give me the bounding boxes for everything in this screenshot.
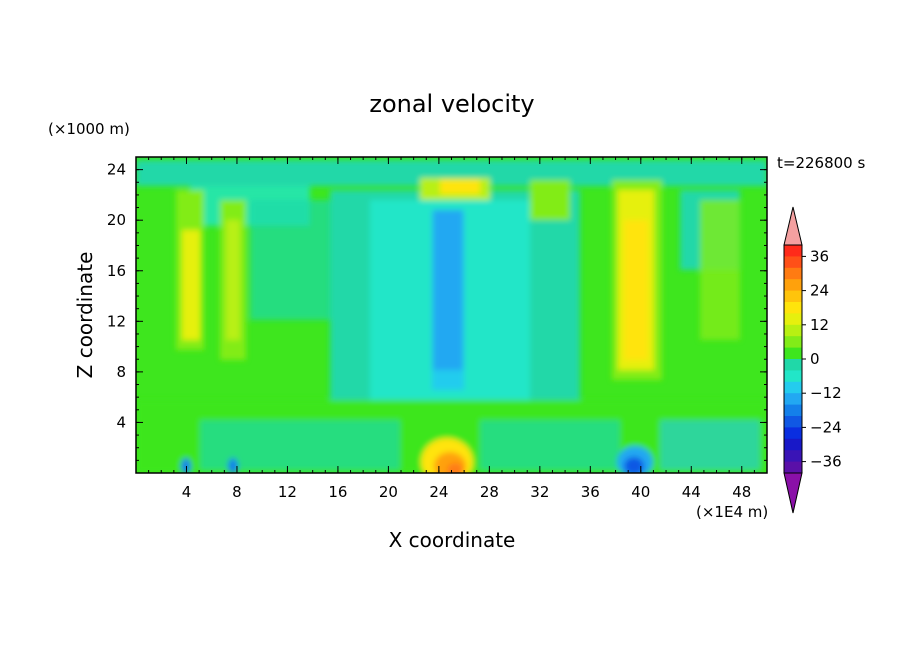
colorbar-segment	[784, 427, 802, 440]
x-tick-label: 12	[278, 483, 297, 501]
chart-title: zonal velocity	[369, 90, 534, 118]
y-tick-label: 8	[116, 363, 126, 381]
heatmap-field	[136, 157, 767, 473]
colorbar-segment	[784, 404, 802, 417]
y-unit-label: (×1000 m)	[48, 120, 130, 138]
colorbar-segment	[784, 324, 802, 337]
colorbar-segment	[784, 359, 802, 371]
colorbar-tick-label: 36	[810, 247, 829, 265]
x-tick-label: 8	[232, 483, 242, 501]
y-axis-label: Z coordinate	[73, 252, 97, 379]
x-unit-label: (×1E4 m)	[696, 503, 768, 521]
colorbar-segment	[784, 290, 802, 303]
x-tick-label: 36	[581, 483, 600, 501]
colorbar-segment	[784, 267, 802, 280]
colorbar-segment	[784, 313, 802, 326]
y-tick-label: 12	[107, 312, 126, 330]
colorbar-tick-label: 0	[810, 350, 820, 368]
x-tick-label: 24	[429, 483, 448, 501]
x-tick-label: 48	[732, 483, 751, 501]
colorbar-over-arrow	[783, 206, 803, 246]
colorbar-segment	[784, 393, 802, 406]
colorbar-segment	[784, 370, 802, 383]
colorbar-tick-label: −12	[810, 384, 842, 402]
colorbar-segment	[784, 347, 802, 360]
x-tick-label: 16	[328, 483, 347, 501]
colorbar-tick-label: 24	[810, 282, 829, 300]
colorbar-segment	[784, 256, 802, 269]
y-tick-label: 16	[107, 262, 126, 280]
colorbar-segment	[784, 302, 802, 314]
colorbar-segment	[784, 450, 802, 463]
y-tick-label: 24	[107, 161, 126, 179]
colorbar-segment	[784, 279, 802, 292]
colorbar-segment	[784, 461, 802, 474]
x-tick-label: 32	[530, 483, 549, 501]
colorbar-tick-label: −24	[810, 418, 842, 436]
x-tick-label: 44	[682, 483, 701, 501]
colorbar-tick-label: −36	[810, 453, 842, 471]
x-tick-label: 40	[631, 483, 650, 501]
colorbar-segment	[784, 438, 802, 451]
x-tick-label: 20	[379, 483, 398, 501]
colorbar-segment	[784, 336, 802, 349]
colorbar-segment	[784, 245, 802, 257]
colorbar-segment	[784, 381, 802, 394]
colorbar-under-arrow	[783, 472, 803, 514]
x-tick-label: 28	[480, 483, 499, 501]
x-tick-label: 4	[182, 483, 192, 501]
x-axis-label: X coordinate	[389, 528, 516, 552]
y-tick-label: 4	[116, 413, 126, 431]
colorbar: 36 24 12 0 −12 −24 −36	[783, 206, 842, 514]
y-tick-label: 20	[107, 211, 126, 229]
colorbar-tick-label: 12	[810, 316, 829, 334]
colorbar-segment	[784, 416, 802, 428]
time-label: t=226800 s	[777, 154, 865, 172]
